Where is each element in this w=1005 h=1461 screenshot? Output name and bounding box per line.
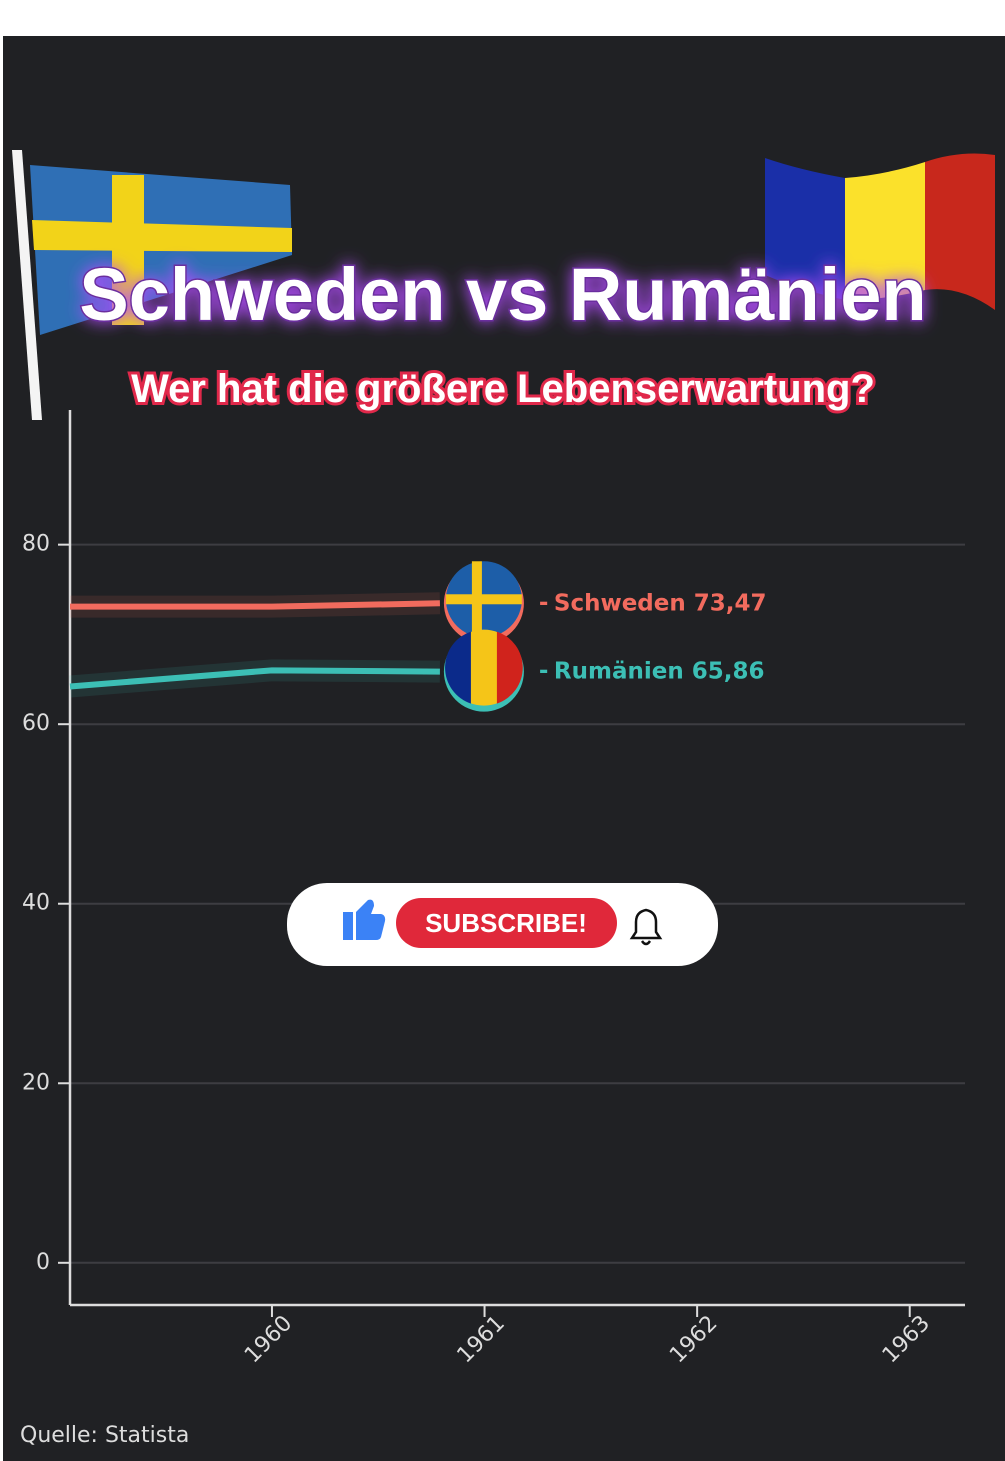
flag-stripe [445, 631, 471, 704]
subscribe-button[interactable] [396, 898, 617, 948]
sweden-flag [12, 150, 292, 420]
y-tick-label: 60 [22, 711, 50, 736]
flag-stripe [496, 631, 523, 704]
subscribe-banner[interactable]: SUBSCRIBE! [287, 883, 718, 966]
flag-cross [445, 594, 522, 605]
subscribe-text[interactable]: SUBSCRIBE! [425, 908, 587, 938]
y-tick-label: 80 [22, 532, 50, 557]
end-marker [443, 629, 524, 712]
value-label: 73,47 [694, 590, 767, 616]
legend-name: Schweden [554, 590, 686, 616]
y-tick-label: 0 [36, 1250, 50, 1275]
legend-dash: - [539, 658, 549, 684]
source: Quelle: Statista [20, 1423, 189, 1448]
y-tick-label: 40 [22, 891, 50, 916]
value-label: 65,86 [692, 658, 765, 684]
legend-name: Rumänien [554, 658, 684, 684]
end-label: Schweden 73,47 [554, 590, 767, 616]
end-marker [443, 561, 524, 644]
end-label: Rumänien 65,86 [554, 658, 765, 684]
chart-subtitle: Wer hat die größere Lebenserwartung? [131, 367, 875, 411]
chart-title: Schweden vs Rumänien [79, 253, 926, 336]
y-tick-label: 20 [22, 1070, 50, 1095]
flag-cross [471, 561, 482, 638]
romania-flag [765, 153, 995, 310]
series-line [69, 667, 440, 690]
series-line [70, 600, 440, 610]
legend-dash: - [539, 590, 549, 616]
